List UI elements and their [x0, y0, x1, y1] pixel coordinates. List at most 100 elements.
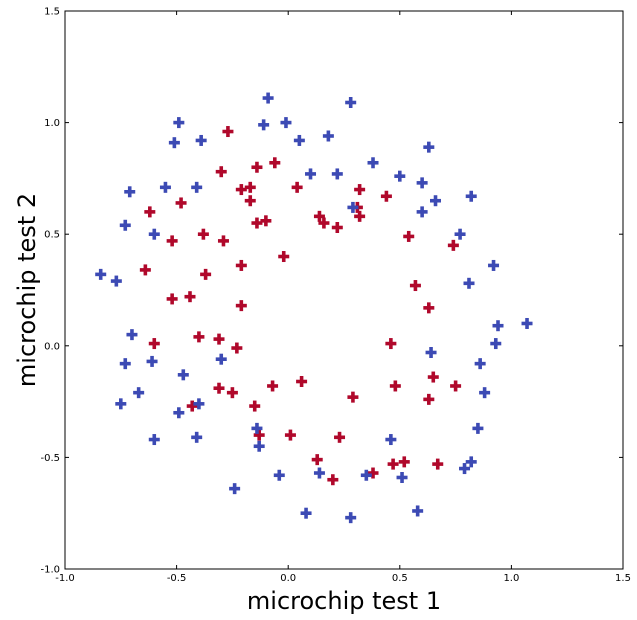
data-point — [416, 206, 428, 218]
data-point — [148, 338, 160, 350]
data-point — [173, 117, 185, 129]
data-point — [244, 181, 256, 193]
data-point — [291, 181, 303, 193]
data-point — [472, 422, 484, 434]
data-point — [235, 184, 247, 196]
data-point — [385, 434, 397, 446]
data-point — [425, 346, 437, 358]
data-point — [403, 230, 415, 242]
data-point — [454, 228, 466, 240]
data-point — [195, 134, 207, 146]
data-point — [144, 206, 156, 218]
x-axis-label: microchip test 1 — [247, 587, 441, 615]
data-point — [133, 387, 145, 399]
data-point — [327, 474, 339, 486]
plot-area — [64, 10, 624, 570]
data-point — [193, 331, 205, 343]
data-point — [465, 456, 477, 468]
data-point — [409, 280, 421, 292]
data-point — [229, 483, 241, 495]
data-point — [222, 126, 234, 138]
data-point — [492, 320, 504, 332]
data-point — [197, 228, 209, 240]
data-point — [334, 431, 346, 443]
data-point — [318, 217, 330, 229]
data-point — [398, 456, 410, 468]
data-point — [345, 97, 357, 109]
data-point — [385, 338, 397, 350]
data-point — [387, 458, 399, 470]
data-point — [124, 186, 136, 198]
data-point — [253, 429, 265, 441]
data-point — [226, 387, 238, 399]
data-point — [459, 463, 471, 475]
y-tick-label: -0.5 — [40, 453, 60, 464]
data-point — [427, 371, 439, 383]
data-point — [213, 382, 225, 394]
data-point — [396, 471, 408, 483]
data-points — [95, 92, 533, 524]
data-point — [432, 458, 444, 470]
data-point — [354, 210, 366, 222]
data-point — [119, 219, 131, 231]
data-point — [249, 400, 261, 412]
data-point — [260, 215, 272, 227]
x-tick-label: 1.5 — [615, 573, 631, 584]
data-point — [284, 429, 296, 441]
data-point — [193, 398, 205, 410]
data-point — [186, 400, 198, 412]
data-point — [322, 130, 334, 142]
data-point — [300, 507, 312, 519]
y-tick-label: 0.0 — [44, 341, 60, 352]
data-point — [313, 467, 325, 479]
data-point — [521, 317, 533, 329]
data-point — [95, 268, 107, 280]
data-point — [166, 235, 178, 247]
data-point — [251, 422, 263, 434]
data-point — [175, 197, 187, 209]
data-point — [490, 338, 502, 350]
data-point — [231, 342, 243, 354]
data-point — [488, 259, 500, 271]
data-point — [423, 302, 435, 314]
data-point — [367, 467, 379, 479]
data-point — [267, 380, 279, 392]
data-point — [331, 168, 343, 180]
data-point — [269, 157, 281, 169]
data-point — [354, 184, 366, 196]
data-point — [191, 181, 203, 193]
data-point — [215, 353, 227, 365]
data-point — [262, 92, 274, 104]
data-point — [305, 168, 317, 180]
data-point — [244, 195, 256, 207]
data-point — [313, 210, 325, 222]
data-point — [200, 268, 212, 280]
data-point — [110, 275, 122, 287]
data-point — [168, 137, 180, 149]
data-point — [296, 376, 308, 388]
x-tick-label: 0.0 — [280, 573, 296, 584]
data-point — [173, 407, 185, 419]
y-tick-label: 1.0 — [44, 118, 60, 129]
data-point — [177, 369, 189, 381]
data-point — [213, 333, 225, 345]
data-point — [148, 228, 160, 240]
data-point — [380, 190, 392, 202]
data-point — [251, 161, 263, 173]
data-point — [412, 505, 424, 517]
data-point — [465, 190, 477, 202]
data-point — [235, 259, 247, 271]
x-tick-label: -1.0 — [55, 573, 75, 584]
data-point — [394, 170, 406, 182]
data-point — [463, 277, 475, 289]
data-point — [119, 358, 131, 370]
data-point — [215, 166, 227, 178]
data-point — [423, 141, 435, 153]
data-point — [159, 181, 171, 193]
data-point — [148, 434, 160, 446]
x-tick-label: 1.0 — [503, 573, 519, 584]
y-axis-label: microchip test 2 — [13, 193, 41, 387]
x-tick-label: -0.5 — [167, 573, 187, 584]
data-point — [293, 134, 305, 146]
